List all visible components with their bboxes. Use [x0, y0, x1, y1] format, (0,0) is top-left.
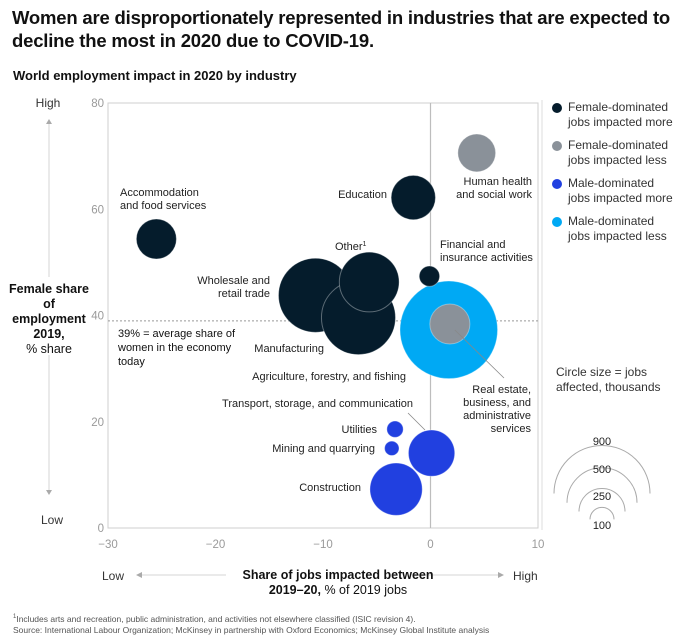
size-legend-arc — [589, 506, 615, 520]
bubble-label: Manufacturing — [254, 343, 324, 355]
bubble-label: Transport, storage, and communication — [222, 398, 413, 410]
bubble — [135, 218, 177, 260]
y-tick-label: 40 — [91, 311, 104, 323]
size-legend-arc — [578, 488, 626, 512]
legend-item: Female-dominated jobs impacted more — [552, 100, 677, 129]
x-axis-label: Share of jobs impacted between 2019–20, … — [238, 568, 438, 598]
size-legend-value: 500 — [593, 464, 611, 476]
chart-subtitle: World employment impact in 2020 by indus… — [13, 68, 297, 83]
bubble — [386, 420, 404, 438]
real-estate-leader-line — [454, 329, 505, 379]
bubble — [384, 440, 400, 457]
x-axis-label-unit: % of 2019 jobs — [324, 583, 408, 597]
average-note: 39% = average share of women in the econ… — [118, 328, 236, 368]
legend-label: Female-dominated jobs impacted less — [568, 138, 669, 167]
arrow-right-icon — [498, 572, 504, 578]
y-tick-label: 20 — [91, 417, 104, 429]
legend-item: Female-dominated jobs impacted less — [552, 138, 677, 167]
size-legend: 900 500 250 100 — [553, 436, 651, 532]
bubble — [418, 265, 441, 287]
bubbles — [135, 133, 499, 516]
arrow-down-icon — [46, 490, 52, 495]
y-tick-label: 60 — [91, 204, 104, 216]
bubble-label: Education — [338, 189, 387, 201]
legend-dot-icon — [552, 103, 562, 113]
chart-title: Women are disproportionately represented… — [12, 7, 671, 51]
bubble-label: Mining and quarrying — [272, 443, 375, 455]
x-axis-high-label: High — [513, 569, 538, 583]
bubble — [429, 303, 471, 345]
legend-item: Male-dominated jobs impacted more — [552, 176, 677, 205]
y-axis-label-unit: % share — [26, 342, 72, 356]
size-legend-value: 100 — [593, 520, 611, 532]
bubble-label: Wholesale and retail trade — [197, 275, 270, 300]
footnote: 1Includes arts and recreation, public ad… — [13, 613, 416, 624]
legend-dot-icon — [552, 217, 562, 227]
bubble-label: Other1 — [335, 241, 367, 253]
bubble — [369, 462, 423, 516]
bubble — [457, 133, 497, 173]
plot-frame — [107, 102, 539, 529]
x-axis-label-bold: Share of jobs impacted between 2019–20, — [242, 568, 434, 597]
bubble-label: Utilities — [342, 424, 378, 436]
source-note: Source: International Labour Organizatio… — [13, 624, 490, 635]
x-tick-label: −30 — [98, 539, 118, 551]
bubble-labels: Accommodation and food services Education H… — [120, 176, 533, 494]
size-legend-arc — [566, 467, 638, 503]
x-tick-label: −10 — [313, 539, 333, 551]
bubble-label: Agriculture, forestry, and fishing — [252, 371, 406, 383]
y-axis-high-label: High — [36, 96, 61, 110]
y-axis-label-bold: Female share of employment 2019, — [9, 282, 89, 341]
transport-leader-line — [407, 412, 426, 431]
bubble-label: Real estate, business, and administrative s… — [463, 384, 531, 435]
y-tick-label: 80 — [91, 98, 104, 110]
bubble — [407, 429, 456, 477]
y-tick-label: 0 — [98, 523, 104, 535]
bubble-label: Human health and social work — [456, 176, 532, 201]
x-tick-label: 10 — [532, 539, 545, 551]
legend-label: Female-dominated jobs impacted more — [568, 100, 673, 129]
y-axis-low-label: Low — [41, 513, 63, 527]
size-legend-value: 900 — [593, 436, 611, 448]
legend-dot-icon — [552, 141, 562, 151]
legend-dot-icon — [552, 179, 562, 189]
legend-item: Male-dominated jobs impacted less — [552, 214, 677, 243]
axes: 0 20 40 60 80 −30 −20 −10 0 10 High Low Low High — [36, 96, 545, 583]
arrow-up-icon — [46, 119, 52, 124]
footnotes: 1Includes arts and recreation, public ad… — [13, 612, 489, 636]
color-legend: Female-dominated jobs impacted more Fema… — [552, 100, 677, 252]
size-legend-arc — [553, 445, 651, 494]
y-axis-label: Female share of employment 2019, % share — [6, 282, 92, 357]
size-legend-title: Circle size = jobs affected, thousands — [556, 365, 661, 394]
bubble-label: Construction — [299, 482, 361, 494]
size-legend-value: 250 — [593, 491, 611, 503]
bubble — [390, 174, 436, 221]
x-tick-label: 0 — [427, 539, 433, 551]
x-axis-low-label: Low — [102, 569, 124, 583]
bubble-label: Accommodation and food services — [120, 187, 207, 212]
legend-label: Male-dominated jobs impacted less — [568, 214, 667, 243]
x-tick-label: −20 — [206, 539, 226, 551]
bubble-label: Financial and insurance activities — [440, 239, 533, 264]
arrow-left-icon — [136, 572, 142, 578]
legend-label: Male-dominated jobs impacted more — [568, 176, 673, 205]
bubble — [338, 251, 400, 313]
